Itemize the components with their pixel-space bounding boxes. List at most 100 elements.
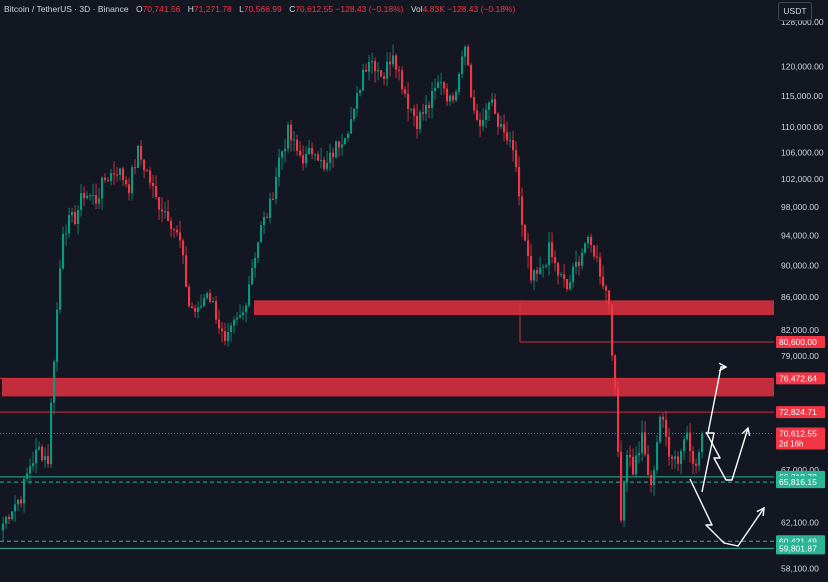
candle-body (497, 113, 500, 127)
candle-body (119, 168, 122, 176)
candle-79 (239, 304, 242, 319)
candle-body (386, 61, 389, 79)
candle-138 (416, 103, 419, 139)
candle-body (368, 61, 371, 72)
candle-body (488, 102, 491, 110)
candle-body (17, 499, 20, 505)
candle-228 (686, 425, 689, 441)
candle-body (461, 56, 464, 75)
candle-119 (359, 88, 362, 97)
candle-128 (386, 52, 389, 87)
price-axis[interactable]: 58,100.00 62,100.00 67,000.00 79,000.00 82,0… (774, 0, 828, 582)
candle-218 (656, 435, 659, 474)
candle-body (485, 109, 488, 121)
projection-arrowhead-3 (756, 506, 765, 517)
candle-96 (290, 119, 293, 152)
candle-body (494, 99, 497, 114)
currency-selector[interactable]: USDT (778, 2, 812, 21)
candle-body (545, 265, 548, 267)
candle-body (389, 61, 392, 65)
candle-58 (176, 225, 179, 237)
candle-157 (473, 89, 476, 115)
candle-body (173, 228, 176, 230)
candle-body (71, 212, 74, 216)
candle-body (296, 139, 299, 151)
candle-body (632, 456, 635, 475)
projection-arrowhead-1 (718, 362, 728, 372)
candle-body (593, 245, 596, 257)
candle-4 (14, 495, 17, 523)
candle-203 (611, 303, 614, 361)
supply-zone-2 (2, 378, 774, 397)
price-label-text: 65,816.15 (779, 477, 817, 487)
candle-127 (383, 72, 386, 86)
candle-33 (101, 176, 104, 210)
candle-219 (659, 414, 662, 444)
candle-body (122, 168, 125, 180)
candle-11 (35, 437, 38, 474)
candle-142 (428, 101, 431, 119)
candle-body (11, 511, 14, 520)
candle-176 (530, 243, 533, 284)
candle-227 (683, 435, 686, 460)
candle-103 (311, 142, 314, 160)
candle-body (668, 436, 671, 457)
candle-body (605, 286, 608, 291)
candle-22 (68, 207, 71, 238)
candle-68 (206, 291, 209, 301)
candle-body (281, 151, 284, 158)
candle-155 (467, 44, 470, 66)
candle-body (155, 186, 158, 198)
candle-224 (674, 450, 677, 469)
candle-body (701, 433, 704, 453)
axis-tick-10200000: 102,000.00 (781, 174, 824, 184)
candle-187 (563, 264, 566, 288)
high-label: H (187, 4, 194, 14)
candle-101 (305, 146, 308, 168)
candle-111 (335, 140, 338, 159)
candle-body (650, 475, 653, 486)
candle-50 (152, 174, 155, 199)
candle-body (395, 55, 398, 70)
candle-body (320, 159, 323, 161)
candle-body (239, 315, 242, 318)
axis-tick-9000000: 90,000.00 (781, 261, 819, 271)
candle-15 (47, 444, 50, 468)
candle-229 (689, 423, 692, 463)
candle-body (35, 449, 38, 464)
candle-102 (308, 140, 311, 156)
candle-108 (326, 151, 329, 172)
candle-body (20, 499, 23, 504)
candle-107 (323, 156, 326, 172)
candle-130 (392, 44, 395, 68)
candle-body (116, 174, 119, 176)
candle-100 (302, 145, 305, 171)
candle-body (434, 87, 437, 91)
symbol-title[interactable]: Bitcoin / TetherUS · 3D · Binance (4, 4, 129, 14)
candle-body (5, 516, 8, 524)
candle-51 (155, 175, 158, 200)
candle-body (560, 274, 563, 276)
candle-204 (614, 354, 617, 396)
candle-144 (434, 78, 437, 100)
candle-body (113, 173, 116, 175)
candle-10 (32, 451, 35, 471)
candle-183 (551, 232, 554, 263)
candle-16 (50, 398, 53, 469)
candle-197 (593, 245, 596, 260)
candle-body (548, 242, 551, 266)
volume-change: −128.43 (−0.18%) (447, 4, 516, 14)
candle-body (212, 301, 215, 303)
candle-159 (479, 112, 482, 137)
candle-66 (200, 294, 203, 309)
candle-body (398, 69, 401, 71)
candle-body (23, 478, 26, 504)
candle-body (482, 120, 485, 127)
projection-path-1 (701, 366, 726, 493)
candle-body (500, 124, 503, 127)
candle-93 (281, 150, 284, 170)
candle-39 (119, 167, 122, 181)
candle-body (260, 225, 263, 243)
candle-17 (53, 359, 56, 415)
